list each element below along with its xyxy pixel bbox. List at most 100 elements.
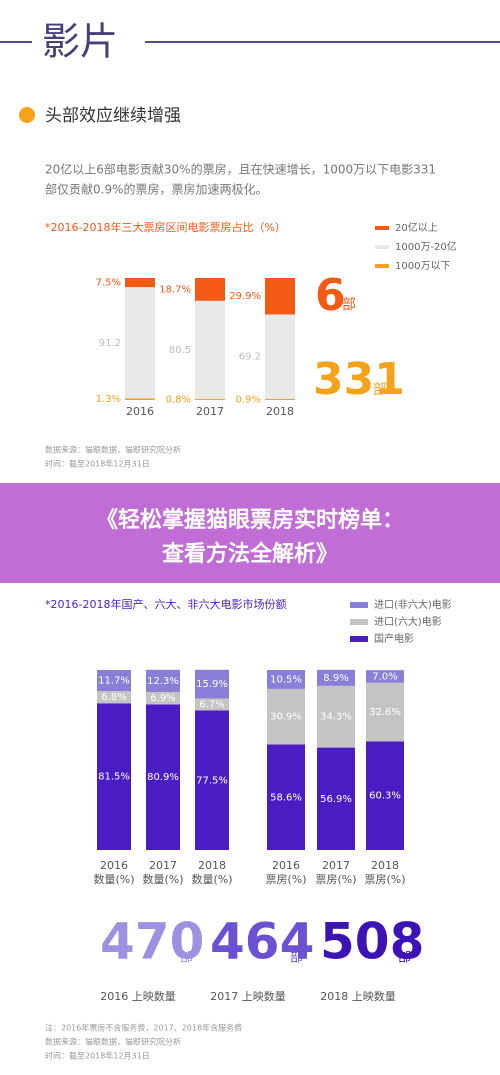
legend-label: 1000万-20亿	[395, 240, 457, 253]
legend-label: 20亿以上	[395, 221, 438, 234]
bar-segment	[195, 669, 229, 699]
x-tick-sublabel: 数量(%)	[93, 873, 134, 886]
value-label: 34.3%	[320, 712, 352, 723]
chart-title: *2016-2018年国产、六大、非六大电影市场份额	[45, 597, 286, 611]
bar-segment	[265, 278, 295, 315]
value-label: 12.3%	[147, 676, 179, 687]
bar-segment	[317, 747, 355, 850]
x-tick-sublabel: 票房(%)	[265, 873, 306, 886]
value-label: 6.7%	[199, 699, 224, 710]
legend-swatch	[350, 636, 368, 642]
value-label: 15.9%	[196, 679, 228, 690]
value-label: 60.3%	[369, 791, 401, 802]
note: 数据来源：猫眼数据，猫眼研究院分析	[45, 445, 181, 455]
highlight-unit: 部	[373, 382, 387, 398]
value-label: 11.7%	[98, 676, 130, 687]
legend-swatch	[375, 226, 389, 230]
note: 时间：截至2018年12月31日	[45, 459, 150, 469]
x-tick-label: 2017	[196, 405, 224, 418]
banner-text: 查看方法全解析》	[162, 541, 338, 567]
value-label: 7.5%	[96, 278, 121, 289]
note: 时间：截至2018年12月31日	[45, 1051, 150, 1061]
bar-segment	[317, 669, 355, 686]
value-label: 32.6%	[369, 707, 401, 718]
legend-swatch	[350, 602, 368, 608]
legend-label: 1000万以下	[395, 261, 450, 272]
banner	[0, 483, 500, 583]
count-number: 464	[210, 913, 314, 971]
legend-label: 进口(六大)电影	[374, 615, 442, 628]
value-label: 77.5%	[196, 775, 228, 786]
value-label: 1.3%	[96, 394, 121, 405]
value-label: 18.7%	[159, 284, 191, 295]
x-tick-label: 2018	[371, 859, 399, 872]
value-label: 7.0%	[372, 671, 397, 682]
bar-segment	[267, 670, 305, 689]
count-label: 2016 上映数量	[100, 990, 176, 1003]
bar-segment	[195, 300, 225, 400]
count-number: 508	[320, 913, 424, 971]
value-label: 10.5%	[270, 674, 302, 685]
bar-segment	[265, 398, 295, 400]
charts: 2016 1.3% 91.2 7.5% 2017 0.8% 80.5 18.7% 2018 0.9…	[93, 221, 456, 886]
count-label: 2017 上映数量	[210, 990, 286, 1003]
header-title: 影片	[42, 20, 118, 64]
x-tick-sublabel: 票房(%)	[315, 873, 356, 886]
bar-segment	[195, 710, 229, 850]
x-tick-label: 2017	[149, 859, 177, 872]
highlight-unit: 部	[342, 297, 356, 313]
bar-segment	[195, 698, 229, 711]
bar-segment	[366, 741, 404, 850]
x-tick-sublabel: 数量(%)	[142, 873, 183, 886]
x-tick-sublabel: 票房(%)	[364, 873, 405, 886]
value-label: 81.5%	[98, 772, 130, 783]
count-number: 470	[100, 913, 204, 971]
banner-text: 《轻松掌握猫眼票房实时榜单：	[96, 507, 404, 533]
value-label: 58.6%	[270, 792, 302, 803]
bar-segment	[366, 682, 404, 742]
x-tick-label: 2016	[126, 405, 154, 418]
bar-segment	[195, 278, 225, 301]
value-label: 8.9%	[323, 673, 348, 684]
value-label: 56.9%	[320, 794, 352, 805]
legend-swatch	[375, 245, 389, 249]
value-label: 30.9%	[270, 712, 302, 723]
chart-title: *2016-2018年三大票房区间电影票房占比（%）	[45, 220, 286, 234]
x-tick-label: 2016	[272, 859, 300, 872]
section-dot	[19, 107, 35, 123]
bar-segment	[125, 278, 155, 288]
x-tick-label: 2016	[100, 859, 128, 872]
count-unit: 部	[290, 951, 303, 966]
bar-segment	[125, 398, 155, 400]
value-label: 69.2	[239, 352, 261, 363]
bar-segment	[97, 691, 131, 704]
bar-segment	[267, 744, 305, 850]
bar-segment	[146, 704, 180, 850]
value-label: 80.9%	[147, 772, 179, 783]
value-label: 29.9%	[229, 291, 261, 302]
bar-segment	[125, 287, 155, 399]
bar-segment	[97, 670, 131, 692]
value-label: 6.8%	[101, 692, 126, 703]
value-label: 6.9%	[150, 693, 175, 704]
bar-segment	[317, 685, 355, 748]
bar-segment	[146, 669, 180, 692]
value-label: 91.2	[99, 338, 121, 349]
highlight-number: 6	[315, 270, 346, 321]
count-unit: 部	[180, 951, 193, 966]
legend-label: 进口(非六大)电影	[374, 598, 452, 611]
value-label: 80.5	[169, 345, 191, 356]
count-unit: 部	[398, 951, 411, 966]
legend-swatch	[350, 619, 368, 625]
legend-swatch	[375, 264, 389, 268]
x-tick-sublabel: 数量(%)	[191, 873, 232, 886]
bar-segment	[366, 670, 404, 683]
bar-segment	[267, 688, 305, 745]
note: 注：2016年票房不含服务费，2017、2018年含服务费	[45, 1023, 242, 1033]
highlight-number: 331	[313, 354, 405, 405]
section-heading: 头部效应继续增强	[45, 106, 181, 126]
bar-segment	[97, 703, 131, 850]
bar-segment	[195, 399, 225, 400]
x-tick-label: 2018	[198, 859, 226, 872]
note: 数据来源：猫眼数据，猫眼研究院分析	[45, 1037, 181, 1047]
